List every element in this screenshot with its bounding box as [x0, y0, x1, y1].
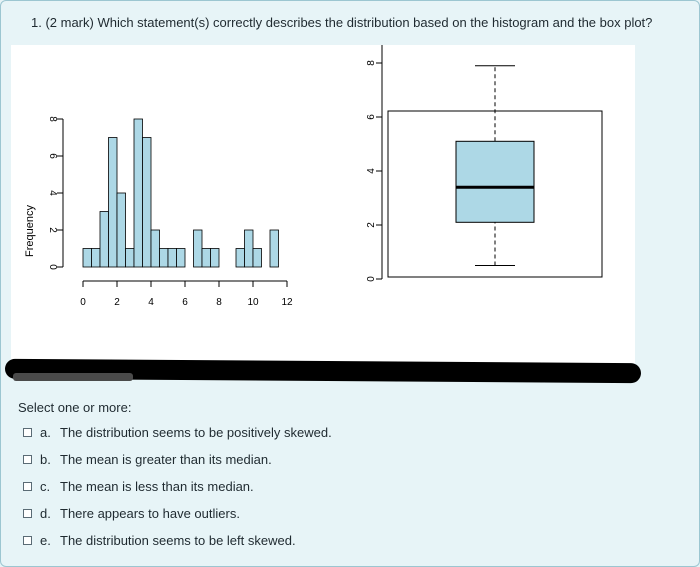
checkbox-d[interactable] [23, 509, 32, 518]
option-a-text: The distribution seems to be positively … [60, 425, 332, 440]
histogram-ylabel: Frequency [24, 205, 36, 257]
histogram-bar [210, 248, 220, 268]
histogram-bar [269, 229, 279, 268]
box-y-tick-label: 2 [366, 222, 377, 228]
answer-options: a. The distribution seems to be positive… [23, 419, 332, 554]
option-a[interactable]: a. The distribution seems to be positive… [23, 419, 332, 446]
hist-x-tick-label: 2 [114, 297, 120, 308]
option-c-text: The mean is less than its median. [60, 479, 254, 494]
histogram-bar [116, 192, 126, 268]
histogram-bar [159, 248, 169, 268]
histogram-bar [91, 248, 101, 268]
option-b[interactable]: b. The mean is greater than its median. [23, 446, 332, 473]
hist-x-tick-label: 10 [247, 297, 259, 308]
option-b-text: The mean is greater than its median. [60, 452, 272, 467]
hist-y-tick-label: 8 [47, 116, 58, 122]
checkbox-a[interactable] [23, 428, 32, 437]
hist-x-tick-label: 12 [281, 297, 293, 308]
hist-y-tick-label: 2 [47, 227, 58, 233]
histogram-bar [167, 248, 177, 268]
box-y-tick-label: 4 [366, 168, 377, 174]
option-e-text: The distribution seems to be left skewed… [60, 533, 296, 548]
histogram-bar [193, 229, 203, 268]
histogram: 0 2 4 6 8 0 2 4 6 8 10 12 [47, 116, 293, 308]
option-d-letter: d. [40, 506, 51, 521]
option-d[interactable]: d. There appears to have outliers. [23, 500, 332, 527]
hist-x-tick-label: 8 [216, 297, 222, 308]
answer-prompt: Select one or more: [18, 400, 132, 415]
checkbox-e[interactable] [23, 536, 32, 545]
histogram-bar [150, 229, 160, 268]
hist-x-tick-label: 0 [80, 297, 86, 308]
option-e-letter: e. [40, 533, 51, 548]
hist-y-tick-label: 4 [47, 190, 58, 196]
box-y-tick-label: 0 [366, 276, 377, 282]
histogram-bar [125, 248, 135, 268]
option-c[interactable]: c. The mean is less than its median. [23, 473, 332, 500]
histogram-bar [99, 211, 109, 268]
histogram-bar [244, 229, 254, 268]
question-text: 1. (2 mark) Which statement(s) correctly… [31, 15, 653, 30]
option-e[interactable]: e. The distribution seems to be left ske… [23, 527, 332, 554]
redaction-bar-edge [13, 373, 133, 381]
histogram-bar [133, 118, 143, 268]
option-d-text: There appears to have outliers. [60, 506, 240, 521]
option-a-letter: a. [40, 425, 51, 440]
histogram-bar [235, 248, 245, 268]
box-iqr [455, 140, 535, 223]
hist-x-tick-label: 4 [148, 297, 154, 308]
hist-y-tick-label: 0 [47, 264, 58, 270]
option-b-letter: b. [40, 452, 51, 467]
checkbox-b[interactable] [23, 455, 32, 464]
checkbox-c[interactable] [23, 482, 32, 491]
histogram-bar [176, 248, 186, 268]
histogram-bar [201, 248, 211, 268]
option-c-letter: c. [40, 479, 51, 494]
chart-svg: Frequency 0 2 4 6 8 0 2 4 6 8 10 12 0 2 4 6 8 10 12 [24, 45, 603, 308]
histogram-bar [108, 137, 118, 268]
chart-figure: Frequency 0 2 4 6 8 0 2 4 6 8 10 12 0 2 4 6 8 10 12 [11, 45, 635, 363]
histogram-bar [252, 248, 262, 268]
histogram-bar [142, 137, 152, 268]
hist-x-tick-label: 6 [182, 297, 188, 308]
hist-y-tick-label: 6 [47, 153, 58, 159]
histogram-bar [82, 248, 92, 268]
box-y-tick-label: 6 [366, 114, 377, 120]
box-y-tick-label: 8 [366, 60, 377, 66]
